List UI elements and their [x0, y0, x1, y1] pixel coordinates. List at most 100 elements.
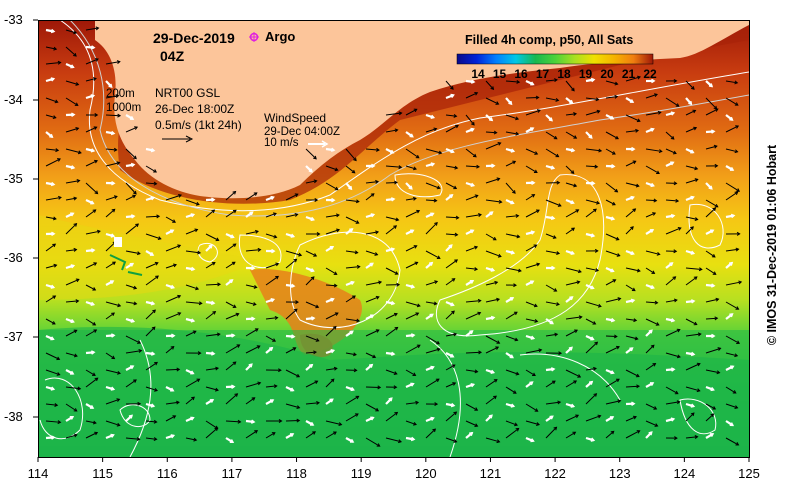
current-arrow [85, 432, 98, 439]
current-arrowhead [191, 396, 195, 401]
current-arrowhead [533, 244, 538, 248]
current-arrowhead [436, 340, 440, 345]
colorbar [456, 53, 654, 65]
x-tick-label: 120 [414, 466, 437, 481]
wind-arrowhead [590, 233, 596, 238]
current-arrowhead [111, 312, 115, 317]
current-arrow [45, 403, 58, 406]
current-arrowhead [532, 372, 536, 377]
tick-marks [33, 19, 750, 462]
current-arrowhead [355, 199, 360, 204]
wind-arrowhead [129, 116, 135, 120]
current-arrow [405, 197, 416, 201]
current-arrowhead [272, 212, 277, 217]
current-arrow [585, 110, 600, 116]
current-arrowhead [93, 262, 98, 266]
current-arrow [545, 233, 557, 239]
current-arrow [385, 412, 398, 422]
current-arrowhead [73, 433, 78, 438]
current-arrow [625, 208, 636, 218]
wind-arrowhead [430, 114, 436, 119]
current-arrow [65, 329, 77, 337]
current-arrow [545, 380, 556, 388]
current-arrowhead [451, 310, 455, 315]
current-arrow [325, 326, 337, 337]
current-arrow [305, 276, 315, 286]
current-arrow [685, 276, 698, 286]
wind-arrowhead [249, 211, 254, 216]
current-arrowhead [611, 201, 616, 206]
current-arrowhead [453, 411, 458, 416]
current-arrowhead [694, 435, 699, 439]
wind-arrowhead [50, 28, 56, 34]
current-arrowhead [153, 419, 158, 424]
wind-arrowhead [710, 129, 716, 134]
current-arrowhead [374, 252, 379, 256]
colorbar-tick-label: 19 [578, 67, 593, 81]
current-arrow [125, 284, 137, 289]
current-arrow [265, 276, 279, 286]
wind-arrowhead [110, 433, 115, 438]
current-arrow [145, 309, 156, 320]
current-arrow [165, 295, 181, 303]
wind-arrowhead [549, 320, 554, 325]
current-arrowhead [73, 196, 78, 201]
current-arrowhead [398, 439, 402, 444]
wind-arrowhead [270, 195, 275, 200]
current-arrowhead [416, 209, 421, 214]
current-arrow [585, 415, 601, 422]
current-arrow [45, 216, 56, 220]
current-arrowhead [573, 135, 578, 139]
current-arrowhead [495, 101, 500, 105]
current-arrowhead [92, 420, 97, 425]
current-arrow [725, 301, 739, 310]
wind-arrowhead [670, 213, 676, 219]
current-arrow [185, 437, 197, 441]
current-arrowhead [558, 351, 563, 356]
current-arrowhead [555, 153, 560, 158]
legend-graphics [162, 135, 329, 148]
current-arrowhead [496, 340, 501, 344]
wind-arrowhead [430, 365, 435, 370]
wind-arrowhead [510, 200, 515, 205]
current-arrow [465, 92, 478, 99]
current-arrowhead [478, 350, 483, 355]
current-arrowhead [690, 226, 694, 230]
wind-arrowhead [509, 297, 515, 301]
wind-arrowhead [650, 182, 655, 188]
current-arrow [285, 347, 296, 354]
wind-arrowhead [649, 229, 655, 233]
current-arrowhead [536, 109, 541, 113]
current-arrow [285, 213, 298, 218]
current-arrow [265, 233, 277, 238]
wind-arrowhead [510, 403, 516, 408]
current-arrow [685, 80, 695, 90]
colorbar-tick-label: 17 [535, 67, 550, 81]
current-arrow [205, 311, 216, 320]
wind-arrowhead [130, 365, 135, 370]
current-arrow [365, 181, 379, 184]
current-arrow [485, 80, 494, 90]
wind-arrowhead [70, 318, 75, 324]
wind-arrowhead [450, 353, 455, 358]
current-arrowhead [630, 226, 634, 230]
current-arrow [645, 165, 660, 174]
current-arrowhead [253, 285, 258, 289]
current-arrowhead [635, 128, 640, 133]
current-arrowhead [574, 329, 578, 333]
current-arrowhead [694, 178, 699, 182]
current-arrowhead [677, 227, 682, 231]
wind-arrowhead [569, 296, 574, 301]
current-arrow [65, 29, 77, 34]
wind-arrowhead [550, 367, 556, 372]
current-arrowhead [732, 390, 737, 394]
current-arrowhead [117, 370, 121, 375]
current-arrowhead [153, 437, 158, 441]
current-arrow [545, 79, 558, 82]
current-arrow [645, 403, 657, 410]
current-arrow [265, 317, 278, 320]
current-arrowhead [333, 366, 338, 371]
current-arrow [565, 281, 580, 286]
current-arrowhead [515, 427, 520, 432]
wind-arrowhead [70, 165, 76, 170]
